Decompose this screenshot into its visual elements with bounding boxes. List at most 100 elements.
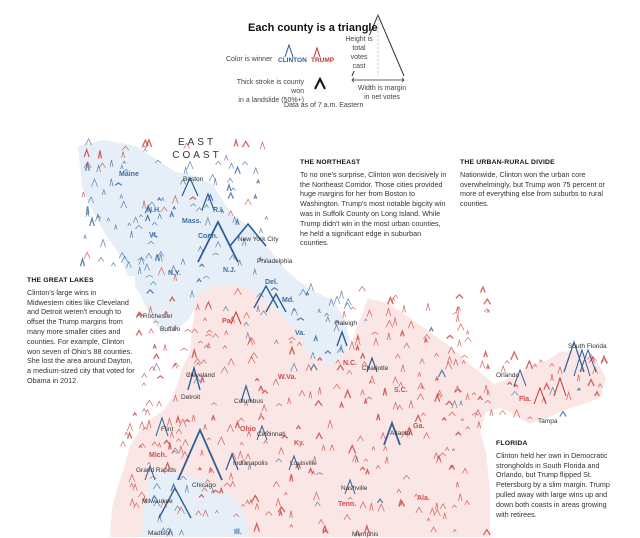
county-triangle bbox=[214, 509, 219, 514]
county-triangle bbox=[594, 390, 600, 397]
county-triangle bbox=[167, 416, 172, 426]
county-triangle bbox=[371, 445, 376, 451]
county-triangle bbox=[296, 317, 305, 321]
state-label-maine: Maine bbox=[119, 171, 139, 178]
county-triangle bbox=[400, 364, 406, 373]
county-triangle bbox=[114, 182, 123, 186]
county-triangle bbox=[278, 446, 285, 455]
county-triangle bbox=[152, 362, 161, 371]
county-triangle bbox=[229, 254, 236, 260]
county-triangle bbox=[333, 323, 340, 332]
city-triangle bbox=[253, 284, 279, 309]
county-triangle bbox=[289, 474, 294, 482]
county-triangle bbox=[429, 507, 435, 515]
county-triangle bbox=[146, 288, 154, 294]
county-triangle bbox=[430, 526, 437, 533]
county-triangle bbox=[305, 290, 310, 296]
county-triangle bbox=[135, 312, 143, 319]
county-triangle bbox=[414, 413, 422, 423]
county-triangle bbox=[85, 138, 92, 146]
county-triangle bbox=[202, 509, 209, 517]
county-triangle bbox=[205, 300, 212, 308]
county-triangle bbox=[455, 481, 459, 488]
county-triangle bbox=[227, 191, 235, 199]
city-triangle bbox=[187, 365, 201, 391]
county-triangle bbox=[275, 458, 283, 463]
county-triangle bbox=[366, 396, 373, 400]
county-triangle bbox=[278, 509, 283, 516]
county-triangle bbox=[445, 400, 453, 406]
county-triangle bbox=[144, 408, 151, 416]
county-triangle bbox=[358, 285, 366, 292]
county-triangle bbox=[234, 419, 241, 429]
county-triangle bbox=[132, 216, 139, 224]
county-triangle bbox=[138, 491, 146, 498]
county-triangle bbox=[485, 363, 490, 370]
county-triangle bbox=[204, 204, 209, 208]
county-triangle bbox=[228, 162, 235, 169]
county-triangle bbox=[437, 368, 447, 378]
county-triangle bbox=[308, 391, 313, 399]
county-triangle bbox=[333, 320, 341, 324]
county-triangle bbox=[455, 306, 460, 313]
note-great-lakes-title: THE GREAT LAKES bbox=[27, 277, 94, 284]
county-triangle bbox=[359, 501, 367, 509]
county-triangle bbox=[387, 295, 394, 305]
city-triangle bbox=[336, 329, 348, 347]
county-triangle bbox=[193, 376, 202, 384]
county-triangle bbox=[240, 503, 246, 507]
county-triangle bbox=[373, 337, 379, 346]
county-triangle bbox=[163, 344, 167, 351]
county-triangle bbox=[180, 347, 188, 351]
county-triangle bbox=[195, 510, 202, 516]
county-triangle bbox=[100, 238, 106, 248]
county-triangle bbox=[133, 502, 140, 509]
county-triangle bbox=[137, 257, 145, 261]
county-triangle bbox=[408, 427, 413, 436]
county-triangle bbox=[97, 150, 103, 159]
county-triangle bbox=[376, 497, 384, 504]
county-triangle bbox=[253, 166, 259, 175]
county-triangle bbox=[252, 267, 257, 275]
county-triangle bbox=[178, 418, 187, 428]
city-triangle bbox=[513, 368, 527, 387]
county-triangle bbox=[145, 252, 153, 259]
county-triangle bbox=[138, 214, 143, 218]
county-triangle bbox=[447, 346, 456, 354]
county-triangle bbox=[239, 458, 248, 465]
county-triangle bbox=[122, 160, 126, 165]
county-triangle bbox=[247, 356, 256, 364]
county-triangle bbox=[154, 159, 162, 164]
county-triangle bbox=[156, 400, 162, 407]
county-triangle bbox=[204, 301, 212, 310]
county-triangle bbox=[203, 317, 208, 322]
county-triangle bbox=[151, 441, 158, 446]
county-triangle bbox=[484, 399, 492, 404]
county-triangle bbox=[152, 343, 157, 349]
city-triangle bbox=[265, 292, 287, 313]
county-triangle bbox=[237, 258, 242, 266]
county-triangle bbox=[513, 383, 519, 388]
county-triangle bbox=[313, 456, 317, 462]
county-triangle bbox=[184, 418, 191, 423]
county-triangle bbox=[157, 266, 166, 276]
county-triangle bbox=[261, 389, 269, 394]
county-triangle bbox=[208, 467, 215, 474]
city-triangle bbox=[256, 424, 268, 441]
county-triangle bbox=[148, 201, 156, 207]
county-triangle bbox=[264, 430, 271, 435]
county-triangle bbox=[83, 147, 90, 158]
county-triangle bbox=[343, 513, 351, 521]
county-triangle bbox=[85, 162, 90, 171]
county-triangle bbox=[175, 428, 183, 435]
county-triangle bbox=[201, 487, 208, 492]
county-triangle bbox=[234, 165, 241, 174]
county-triangle bbox=[393, 317, 398, 326]
county-triangle bbox=[538, 359, 543, 363]
county-triangle bbox=[313, 491, 320, 501]
county-triangle bbox=[327, 419, 333, 429]
city-label-louisville: Louisville bbox=[290, 460, 317, 467]
county-triangle bbox=[259, 140, 266, 150]
county-triangle bbox=[314, 501, 321, 507]
note-florida-text: Clinton held her own in Democratic stron… bbox=[496, 450, 610, 519]
